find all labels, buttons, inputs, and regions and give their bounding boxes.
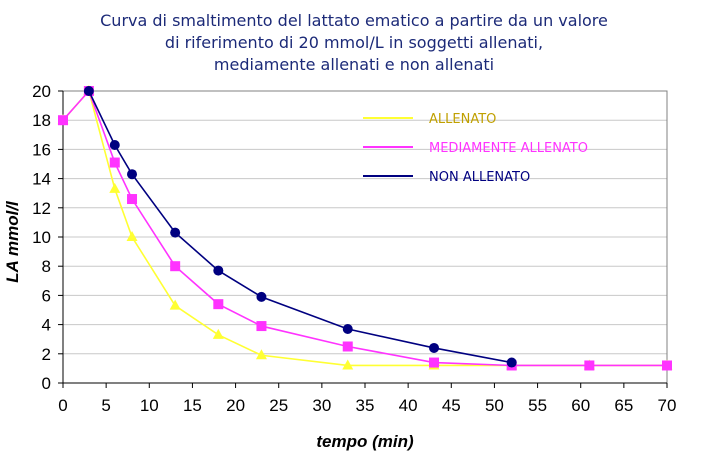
chart-title: Curva di smaltimento del lattato ematico…	[0, 10, 708, 76]
legend: ALLENATO MEDIAMENTE ALLENATO NON ALLENATO	[363, 112, 588, 185]
x-tick-label: 50	[485, 396, 504, 415]
x-tick-label: 20	[226, 396, 245, 415]
triangle-marker	[342, 359, 354, 370]
series-non-allenato	[83, 86, 517, 368]
x-axis-title: tempo (min)	[316, 432, 414, 451]
axes: 0 2 4 6 8 10 12 14 16 18 20 0 5 10 15 20 25 30 35 40 45 50 55 6…	[32, 82, 676, 415]
y-axis-title: LA mmol/l	[3, 200, 22, 283]
circle-marker	[127, 169, 138, 180]
circle-marker	[213, 265, 224, 276]
square-marker	[342, 341, 353, 352]
triangle-marker	[212, 328, 224, 339]
x-tick-label: 40	[399, 396, 418, 415]
y-tick-label: 0	[42, 374, 51, 393]
square-marker	[429, 357, 440, 368]
y-tick-label: 4	[42, 316, 51, 335]
x-tick-label: 60	[571, 396, 590, 415]
legend-label: ALLENATO	[429, 112, 496, 127]
x-tick-label: 10	[140, 396, 159, 415]
gridlines	[63, 119, 667, 355]
triangle-marker	[169, 299, 181, 310]
x-tick-label: 25	[269, 396, 288, 415]
square-marker	[170, 261, 181, 272]
series-mediamente-allenato	[58, 86, 672, 371]
series-line-non-allenato	[88, 90, 512, 364]
square-marker	[213, 299, 224, 310]
y-tick-label: 10	[32, 228, 51, 247]
legend-label: NON ALLENATO	[429, 170, 530, 185]
x-tick-label: 55	[528, 396, 547, 415]
square-marker	[662, 360, 672, 371]
circle-marker	[256, 291, 267, 302]
series-line-mediamente-allenato	[62, 89, 667, 367]
square-marker	[584, 360, 595, 371]
chart-title-line-1: Curva di smaltimento del lattato ematico…	[100, 11, 608, 30]
x-tick-label: 15	[183, 396, 202, 415]
square-marker	[127, 194, 138, 205]
y-tick-label: 8	[42, 257, 51, 276]
y-tick-label: 12	[32, 199, 51, 218]
x-tick-label: 45	[442, 396, 461, 415]
circle-marker	[342, 323, 353, 334]
y-tick-label: 18	[32, 111, 51, 130]
square-marker	[58, 115, 68, 126]
x-tick-label: 70	[658, 396, 677, 415]
triangle-marker	[126, 231, 138, 241]
circle-marker	[506, 357, 517, 368]
x-tick-label: 35	[356, 396, 375, 415]
y-tick-label: 20	[32, 82, 51, 101]
y-tick-label: 2	[42, 345, 51, 364]
x-tick-label: 0	[58, 396, 67, 415]
circle-marker	[83, 86, 94, 96]
circle-marker	[429, 342, 440, 353]
square-marker	[109, 157, 120, 168]
triangle-marker	[255, 349, 267, 360]
x-tick-label: 30	[312, 396, 331, 415]
series-group	[57, 85, 673, 371]
x-tick-label: 65	[614, 396, 633, 415]
square-marker	[256, 321, 267, 332]
circle-marker	[109, 140, 120, 151]
legend-label: MEDIAMENTE ALLENATO	[429, 141, 588, 156]
chart-title-line-3: mediamente allenati e non allenati	[213, 55, 495, 74]
y-tick-label: 14	[32, 170, 51, 189]
circle-marker	[170, 227, 181, 238]
triangle-marker	[109, 182, 121, 193]
y-tick-label: 6	[42, 286, 51, 305]
x-tick-label: 5	[101, 396, 110, 415]
y-tick-label: 16	[32, 140, 51, 159]
chart-title-line-2: di riferimento di 20 mmol/L in soggetti …	[164, 33, 544, 52]
